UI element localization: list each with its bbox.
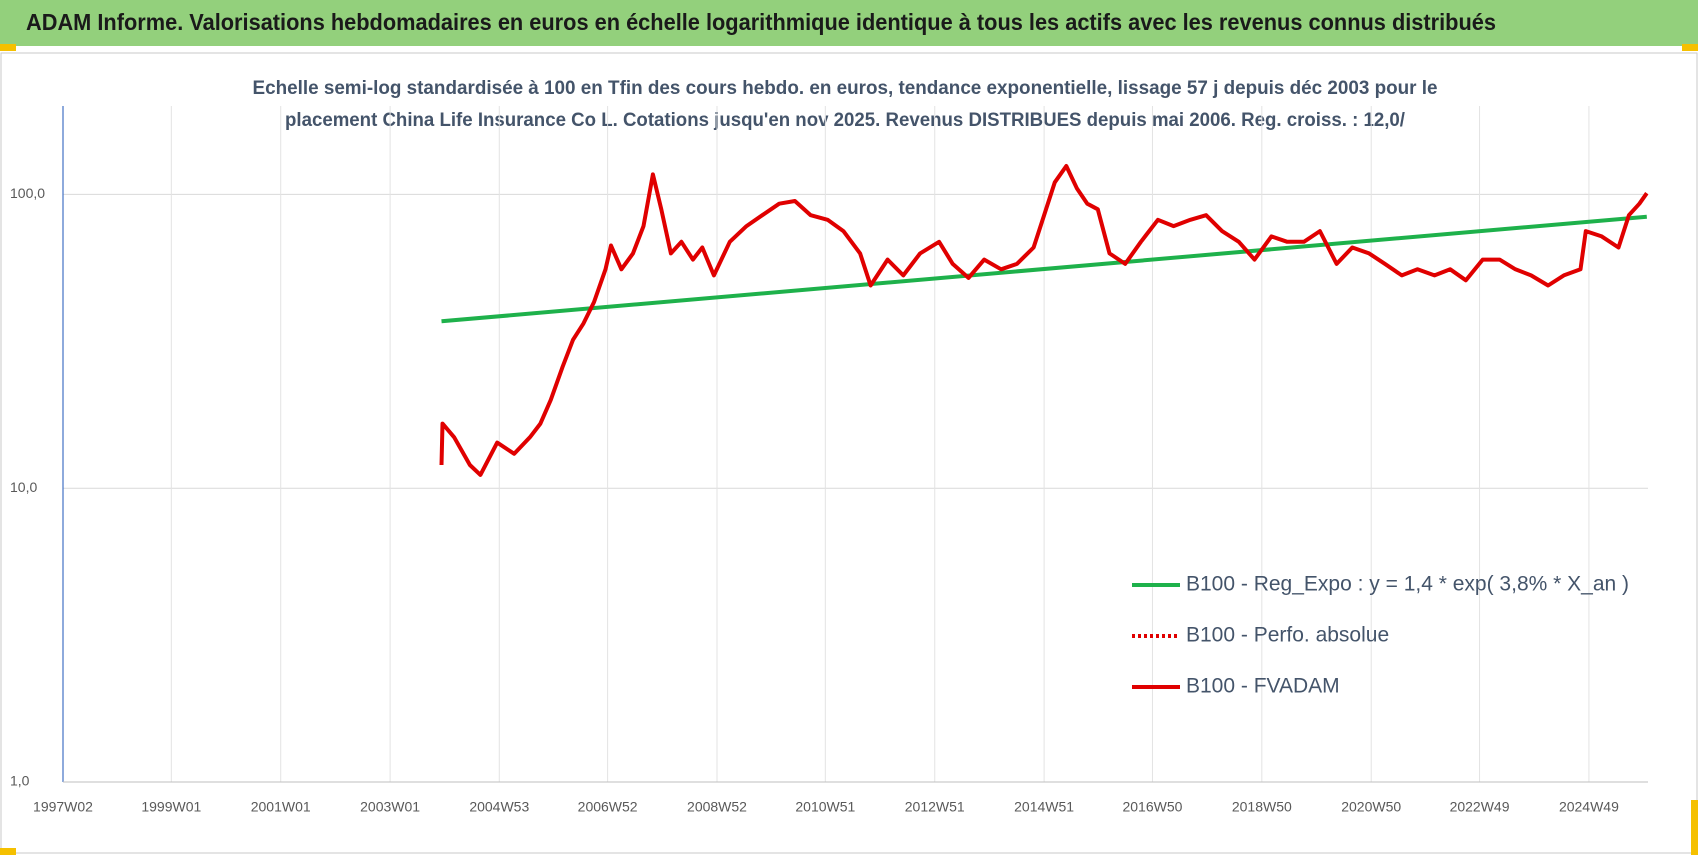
x-tick-label: 2016W50 (1122, 799, 1182, 815)
x-tick-label: 2012W51 (905, 799, 965, 815)
x-tick-label: 2022W49 (1450, 799, 1510, 815)
corner-mark (1682, 44, 1698, 51)
corner-mark (1691, 800, 1698, 855)
legend-label: B100 - Reg_Expo : y = 1,4 * exp( 3,8% * … (1186, 573, 1629, 596)
y-tick-label: 10,0 (10, 479, 37, 495)
x-tick-label: 2006W52 (578, 799, 638, 815)
corner-mark (0, 44, 16, 51)
y-tick-label: 100,0 (10, 185, 45, 201)
x-tick-label: 2008W52 (687, 799, 747, 815)
chart-subtitle: Echelle semi-log standardisée à 100 en T… (253, 78, 1438, 99)
series-line (439, 164, 1649, 477)
x-tick-label: 2004W53 (469, 799, 529, 815)
header-bar (0, 0, 1698, 46)
chart-subtitle: placement China Life Insurance Co L. Cot… (285, 110, 1406, 131)
x-tick-label: 1999W01 (141, 799, 201, 815)
series-line (441, 214, 1647, 324)
chart-title: ADAM Informe. Valorisations hebdomadaire… (26, 9, 1496, 35)
x-tick-label: 2024W49 (1559, 799, 1619, 815)
x-tick-label: 2020W50 (1341, 799, 1401, 815)
chart-frame (0, 52, 1698, 854)
x-tick-label: 2001W01 (251, 799, 311, 815)
x-tick-label: 2014W51 (1014, 799, 1074, 815)
corner-mark (0, 848, 16, 855)
x-tick-label: 2003W01 (360, 799, 420, 815)
x-tick-label: 2018W50 (1232, 799, 1292, 815)
legend-label: B100 - FVADAM (1186, 675, 1340, 698)
x-tick-label: 1997W02 (33, 799, 93, 815)
y-tick-label: 1,0 (10, 773, 30, 789)
legend-label: B100 - Perfo. absolue (1186, 624, 1389, 647)
x-tick-label: 2010W51 (795, 799, 855, 815)
